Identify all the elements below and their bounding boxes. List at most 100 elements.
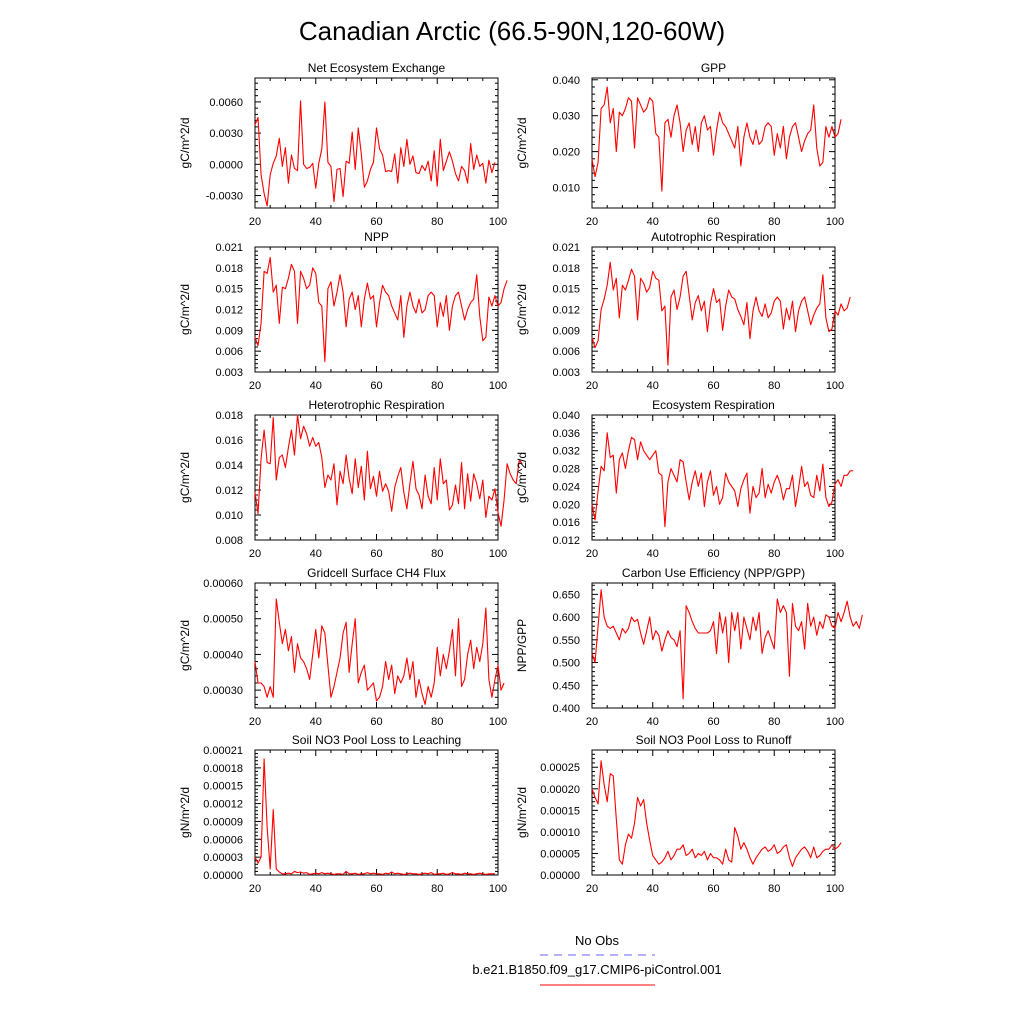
y-tick-label: 0.018	[215, 410, 243, 422]
x-tick-label: 80	[768, 883, 780, 895]
y-tick-label: 0.006	[552, 346, 580, 358]
x-tick-label: 60	[707, 380, 719, 392]
y-tick-label: 0.003	[215, 367, 243, 379]
legend-label-obs: No Obs	[575, 933, 620, 948]
x-tick-label: 40	[310, 380, 322, 392]
x-tick-label: 20	[249, 883, 261, 895]
y-tick-label: 0.012	[215, 485, 243, 497]
y-axis-label: gN/m^2/d	[178, 787, 192, 838]
y-tick-label: 0.500	[552, 658, 580, 670]
panel-title: Carbon Use Efficiency (NPP/GPP)	[622, 566, 805, 580]
x-tick-label: 80	[431, 716, 443, 728]
series-line	[591, 86, 842, 192]
x-tick-label: 40	[310, 883, 322, 895]
series-line	[254, 758, 495, 875]
y-axis-label: gN/m^2/d	[515, 787, 529, 838]
x-tick-label: 100	[489, 716, 507, 728]
y-axis-label: gC/m^2/d	[515, 284, 529, 335]
y-tick-label: 0.00040	[203, 649, 243, 661]
panel-8: Soil NO3 Pool Loss to Leaching gN/m^2/d 20…	[178, 733, 507, 895]
y-tick-label: -0.0030	[206, 191, 243, 203]
x-tick-label: 20	[249, 716, 261, 728]
y-tick-label: 0.028	[552, 464, 580, 476]
legend-label-model: b.e21.B1850.f09_g17.CMIP6-piControl.001	[472, 962, 721, 977]
x-tick-label: 100	[489, 883, 507, 895]
x-tick-label: 40	[647, 548, 659, 560]
x-tick-label: 60	[707, 548, 719, 560]
y-tick-label: 0.00015	[540, 805, 580, 817]
x-tick-label: 60	[370, 216, 382, 228]
y-tick-label: 0.008	[215, 535, 243, 547]
plot-frame	[254, 77, 499, 209]
x-tick-label: 40	[310, 716, 322, 728]
x-tick-label: 100	[826, 883, 844, 895]
x-tick-label: 40	[647, 380, 659, 392]
y-tick-label: 0.00000	[540, 870, 580, 882]
panel-title: Autotrophic Respiration	[651, 230, 776, 244]
panel-title: Net Ecosystem Exchange	[308, 61, 446, 75]
y-tick-label: 0.650	[552, 589, 580, 601]
panel-title: NPP	[364, 230, 389, 244]
x-tick-label: 60	[707, 216, 719, 228]
x-tick-label: 60	[370, 883, 382, 895]
series-line	[254, 256, 508, 363]
y-tick-label: 0.032	[552, 446, 580, 458]
y-axis-label: gC/m^2/d	[515, 118, 529, 169]
x-tick-label: 100	[826, 716, 844, 728]
y-tick-label: 0.020	[552, 499, 580, 511]
panel-grid: Net Ecosystem Exchange gC/m^2/d 20 40 60 80 10…	[178, 61, 863, 895]
y-tick-label: 0.00012	[203, 799, 243, 811]
y-tick-label: 0.015	[552, 284, 580, 296]
y-tick-label: 0.040	[552, 410, 580, 422]
y-axis-label: gC/m^2/d	[178, 118, 192, 169]
x-tick-label: 60	[370, 548, 382, 560]
plot-frame	[591, 582, 836, 709]
panel-9: Soil NO3 Pool Loss to Runoff gN/m^2/d 20 40…	[515, 733, 844, 895]
panel-title: Heterotrophic Respiration	[308, 398, 444, 412]
panel-1: GPP gC/m^2/d 20 40 60 80 100 0.010 0.020 0.030 0.0…	[515, 61, 844, 228]
y-tick-label: 0.00030	[203, 685, 243, 697]
plot-frame	[254, 749, 499, 876]
y-tick-label: 0.030	[552, 111, 580, 123]
x-tick-label: 20	[586, 216, 598, 228]
plot-frame	[254, 582, 499, 709]
y-tick-label: 0.009	[552, 325, 580, 337]
y-tick-label: 0.018	[215, 263, 243, 275]
panel-0: Net Ecosystem Exchange gC/m^2/d 20 40 60 80 10…	[178, 61, 507, 228]
y-tick-label: 0.012	[552, 305, 580, 317]
panel-title: Soil NO3 Pool Loss to Leaching	[292, 733, 461, 747]
x-tick-label: 20	[586, 716, 598, 728]
series-line	[254, 100, 496, 207]
y-tick-label: 0.400	[552, 703, 580, 715]
series-line	[591, 760, 842, 867]
x-tick-label: 80	[768, 716, 780, 728]
y-tick-label: 0.0060	[209, 97, 243, 109]
plot-frame	[591, 749, 836, 876]
x-tick-label: 100	[489, 380, 507, 392]
y-axis-label: gC/m^2/d	[178, 284, 192, 335]
panel-2: NPP gC/m^2/d 20 40 60 80 100 0.003 0.006 0.009 0.0…	[178, 230, 508, 392]
series-line	[254, 598, 505, 705]
y-tick-label: 0.00021	[203, 745, 243, 757]
x-tick-label: 100	[489, 548, 507, 560]
legend: No Obs b.e21.B1850.f09_g17.CMIP6-piContr…	[472, 933, 722, 986]
series-line	[591, 432, 854, 528]
y-tick-label: 0.006	[215, 346, 243, 358]
x-tick-label: 80	[768, 380, 780, 392]
x-tick-label: 20	[586, 883, 598, 895]
panel-title: Gridcell Surface CH4 Flux	[307, 566, 446, 580]
y-tick-label: 0.009	[215, 325, 243, 337]
y-tick-label: 0.00000	[203, 870, 243, 882]
x-tick-label: 80	[431, 548, 443, 560]
y-tick-label: 0.00006	[203, 834, 243, 846]
y-tick-label: 0.600	[552, 612, 580, 624]
x-tick-label: 100	[489, 216, 507, 228]
y-tick-label: 0.00060	[203, 578, 243, 590]
panel-title: Soil NO3 Pool Loss to Runoff	[636, 733, 793, 747]
y-tick-label: 0.0000	[209, 159, 243, 171]
x-tick-label: 80	[768, 548, 780, 560]
panel-title: Ecosystem Respiration	[652, 398, 775, 412]
x-tick-label: 40	[310, 216, 322, 228]
y-tick-label: 0.036	[552, 428, 580, 440]
series-line	[591, 589, 863, 700]
